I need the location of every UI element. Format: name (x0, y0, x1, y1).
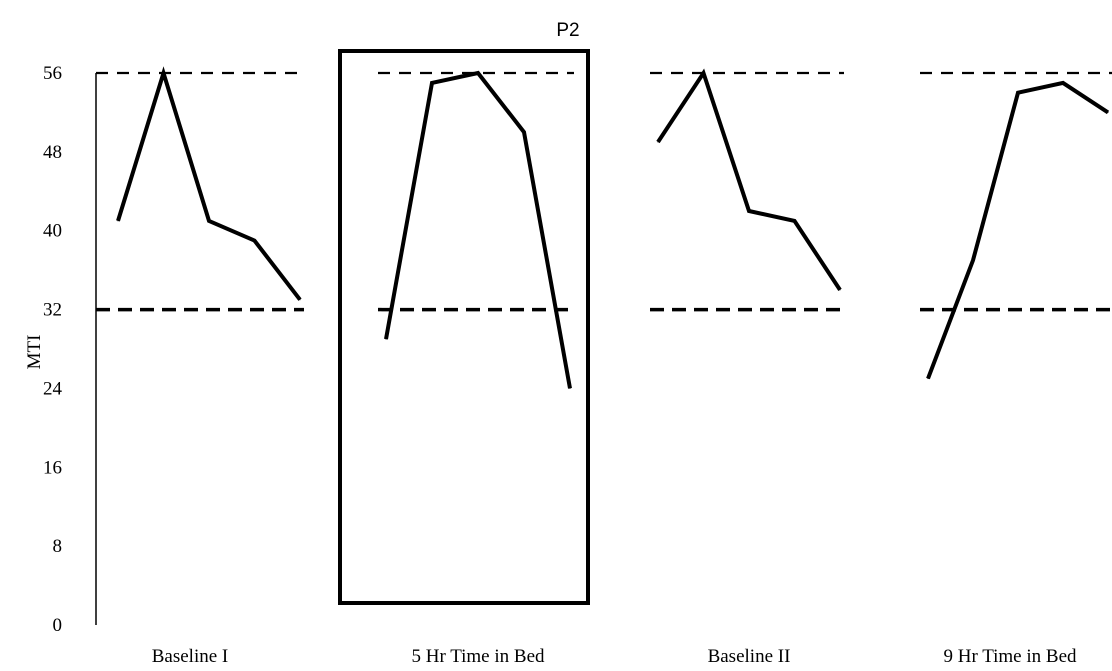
data-point (657, 141, 659, 143)
phase-1: Baseline I (96, 66, 304, 667)
series-line-phase-4 (926, 80, 1110, 380)
series-line-phase-1 (116, 66, 302, 301)
data-point (927, 378, 929, 380)
y-tick-label: 32 (43, 300, 62, 321)
data-point (117, 220, 119, 222)
data-point (839, 289, 841, 291)
data-point (1107, 111, 1109, 113)
data-point (477, 72, 479, 74)
data-point (208, 220, 210, 222)
data-point (972, 259, 974, 261)
y-tick-label: 16 (43, 457, 62, 478)
data-point (163, 72, 164, 74)
series-line-phase-2 (384, 70, 572, 389)
y-axis-title: MTI (24, 335, 45, 370)
phase-label: Baseline II (708, 646, 791, 667)
data-point (385, 338, 387, 340)
data-point (569, 387, 571, 389)
y-tick-labels: 0 8 16 24 32 40 48 56 (43, 63, 63, 636)
phase-panels: Baseline I 5 Hr Time in Bed Baseline II 9 H… (96, 66, 1112, 667)
data-point (1062, 82, 1064, 84)
phase-2: 5 Hr Time in Bed (378, 70, 574, 667)
y-tick-label: 8 (53, 536, 63, 557)
phase-label: 9 Hr Time in Bed (943, 646, 1077, 667)
data-point (794, 220, 795, 222)
y-tick-label: 48 (43, 142, 62, 163)
data-point (431, 82, 433, 84)
phase-3: Baseline II (650, 68, 844, 667)
series-line-phase-3 (656, 68, 842, 292)
data-point (254, 240, 255, 242)
data-point (748, 210, 750, 212)
data-point (523, 131, 525, 133)
y-tick-label: 0 (53, 615, 63, 636)
y-tick-label: 40 (43, 221, 62, 242)
data-point (299, 299, 301, 301)
y-tick-label: 24 (43, 378, 63, 399)
data-point (1017, 92, 1019, 94)
phase-label: Baseline I (152, 646, 229, 667)
y-tick-label: 56 (43, 63, 62, 84)
highlight-box (338, 49, 590, 605)
phase-label: 5 Hr Time in Bed (411, 646, 545, 667)
phase-4: 9 Hr Time in Bed (920, 71, 1112, 667)
data-point (703, 72, 704, 74)
highlight-group: P2 (338, 20, 590, 605)
highlight-label: P2 (556, 20, 579, 41)
